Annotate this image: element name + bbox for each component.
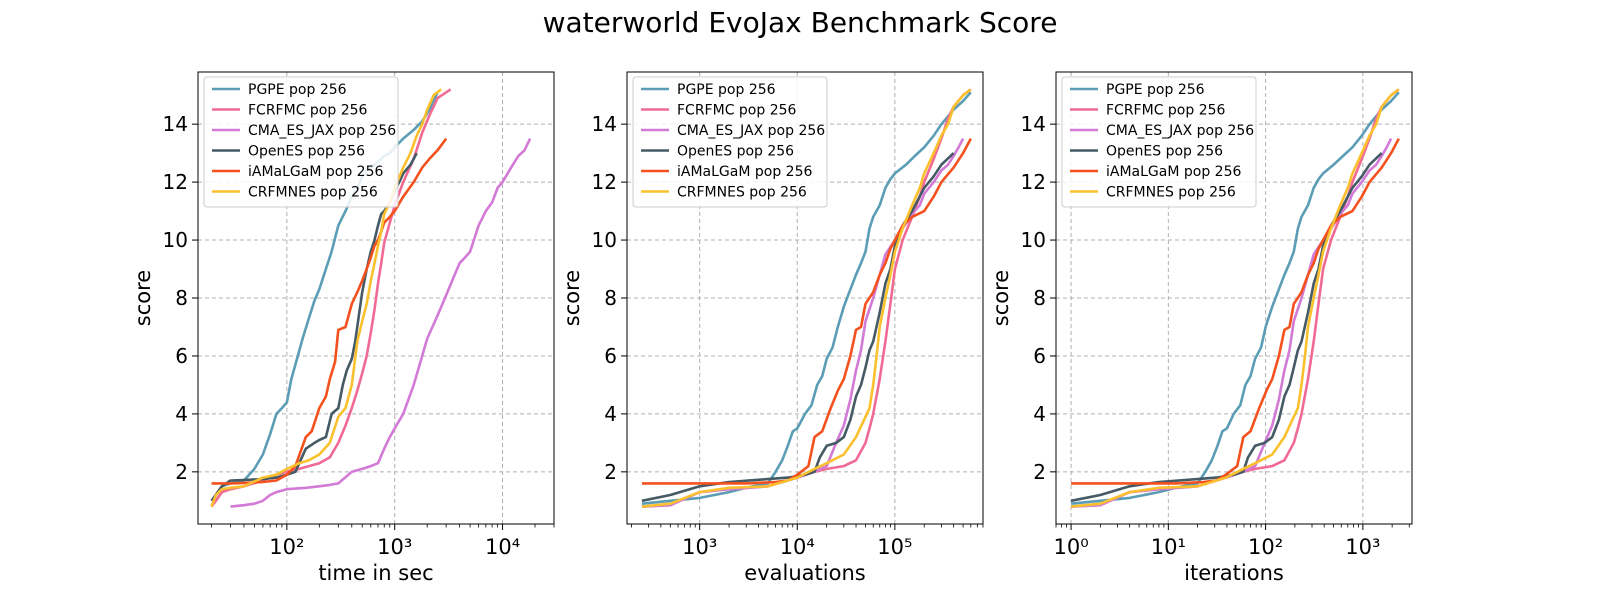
legend-entry: iAMaLGaM pop 256	[1106, 164, 1241, 180]
x-tick-label: 10⁴	[485, 535, 520, 559]
series-line-cma-es-jax-pop-256	[230, 138, 532, 508]
x-minor-ticks	[631, 524, 984, 528]
y-axis-label: score	[131, 270, 155, 326]
y-tick-label: 10	[163, 228, 188, 252]
y-tick-label: 12	[592, 170, 617, 194]
legend-entry: iAMaLGaM pop 256	[677, 164, 812, 180]
x-minor-ticks	[1055, 524, 1410, 528]
series-line-iamalgam-pop-256	[1071, 137, 1400, 485]
y-tick-label: 14	[1021, 112, 1046, 136]
series-line-crfmnes-pop-256	[1070, 88, 1400, 508]
y-tick-label: 10	[592, 228, 617, 252]
y-tick-label: 4	[604, 402, 617, 426]
series-line-crfmnes-pop-256	[210, 88, 442, 508]
subplot-2: 10³ 10⁴ 10⁵ 2 4 6 8 10 12 14 evaluations score PGPE …	[560, 71, 984, 585]
y-tick-label: 4	[175, 402, 188, 426]
figure-title: waterworld EvoJax Benchmark Score	[542, 6, 1058, 39]
legend-box	[632, 76, 828, 208]
y-tick-label: 8	[175, 286, 188, 310]
y-tick-label: 2	[1033, 460, 1046, 484]
x-tick-label: 10⁰	[1053, 535, 1088, 559]
y-tick-label: 6	[604, 344, 617, 368]
series-line-iamalgam-pop-256	[211, 137, 448, 485]
subplot-3: 10⁰ 10¹ 10² 10³ 2 4 6 8 10 12 14 iterations score PGP…	[989, 71, 1413, 585]
legend-entry: FCRFMC pop 256	[1106, 103, 1226, 119]
legend-entry: FCRFMC pop 256	[677, 103, 797, 119]
y-tick-label: 12	[1021, 170, 1046, 194]
x-tick-label: 10²	[269, 535, 304, 559]
legend-entry: CMA_ES_JAX pop 256	[677, 123, 825, 139]
y-axis-label: score	[989, 270, 1013, 326]
y-tick-label: 14	[163, 112, 188, 136]
legend-box	[203, 76, 399, 208]
x-tick-label: 10³	[1345, 535, 1380, 559]
y-tick-label: 8	[604, 286, 617, 310]
legend-entry: iAMaLGaM pop 256	[248, 164, 383, 180]
x-tick-label: 10⁴	[780, 535, 815, 559]
y-tick-label: 6	[1033, 344, 1046, 368]
x-tick-label: 10²	[1248, 535, 1283, 559]
y-tick-label: 4	[1033, 402, 1046, 426]
legend: PGPE pop 256 FCRFMC pop 256 CMA_ES_JAX pop…	[632, 76, 828, 208]
legend-box	[1061, 76, 1257, 208]
y-tick-label: 10	[1021, 228, 1046, 252]
legend-entry: CRFMNES pop 256	[1106, 185, 1236, 201]
legend-entry: CMA_ES_JAX pop 256	[248, 123, 396, 139]
legend-entry: OpenES pop 256	[677, 144, 794, 160]
y-tick-label: 2	[604, 460, 617, 484]
y-tick-label: 12	[163, 170, 188, 194]
axes-frame	[1055, 71, 1413, 525]
legend-entry: CRFMNES pop 256	[677, 185, 807, 201]
legend-entry: OpenES pop 256	[1106, 144, 1223, 160]
legend-entry: PGPE pop 256	[248, 82, 347, 98]
legend-entry: PGPE pop 256	[1106, 82, 1205, 98]
axes-frame	[197, 71, 555, 525]
y-tick-label: 6	[175, 344, 188, 368]
y-axis-label: score	[560, 270, 584, 326]
y-tick-label: 14	[592, 112, 617, 136]
series-lines	[641, 88, 972, 508]
x-tick-label: 10¹	[1151, 535, 1186, 559]
x-tick-label: 10³	[682, 535, 717, 559]
x-tick-label: 10³	[377, 535, 412, 559]
legend-entry: FCRFMC pop 256	[248, 103, 368, 119]
x-axis-label: time in sec	[318, 561, 433, 585]
legend: PGPE pop 256 FCRFMC pop 256 CMA_ES_JAX pop…	[1061, 76, 1257, 208]
series-lines	[1070, 88, 1400, 508]
x-tick-label: 10⁵	[877, 535, 912, 559]
legend-entry: PGPE pop 256	[677, 82, 776, 98]
y-tick-label: 2	[175, 460, 188, 484]
legend: PGPE pop 256 FCRFMC pop 256 CMA_ES_JAX pop…	[203, 76, 399, 208]
y-tick-label: 8	[1033, 286, 1046, 310]
x-axis-label: evaluations	[744, 561, 865, 585]
legend-entry: CRFMNES pop 256	[248, 185, 378, 201]
x-axis-label: iterations	[1184, 561, 1284, 585]
series-line-iamalgam-pop-256	[641, 137, 972, 485]
legend-entry: CMA_ES_JAX pop 256	[1106, 123, 1254, 139]
legend-entry: OpenES pop 256	[248, 144, 365, 160]
subplot-1: 10² 10³ 10⁴ 2 4 6 8 10 12 14 time in sec score PGPE …	[131, 71, 555, 585]
axes-frame	[626, 71, 984, 525]
x-minor-ticks	[211, 524, 555, 528]
series-line-crfmnes-pop-256	[641, 88, 972, 508]
